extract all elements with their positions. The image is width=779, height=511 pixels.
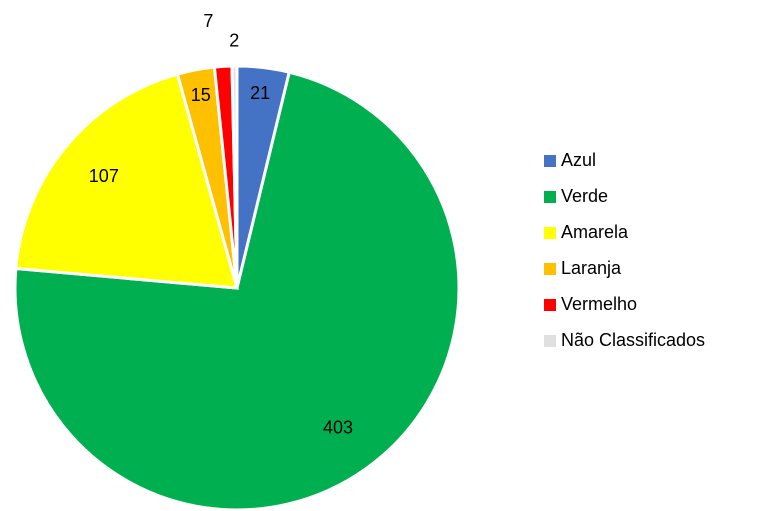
legend-label: Não Classificados <box>561 330 705 350</box>
legend-label: Verde <box>561 186 608 206</box>
data-label: 107 <box>89 166 119 186</box>
legend-swatch <box>544 299 556 311</box>
legend-swatch <box>544 335 556 347</box>
pie-slice <box>14 72 240 290</box>
legend-label: Azul <box>561 150 596 170</box>
pie-slice <box>230 64 239 289</box>
legend-swatch <box>544 263 556 275</box>
legend-swatch <box>544 155 556 167</box>
legend-swatch <box>544 191 556 203</box>
data-label: 15 <box>191 85 211 105</box>
data-label: 2 <box>229 30 239 50</box>
pie-slice <box>13 70 461 511</box>
data-label: 7 <box>203 11 213 31</box>
legend-swatch <box>544 227 556 239</box>
data-label: 21 <box>250 83 270 103</box>
legend-label: Laranja <box>561 258 622 278</box>
data-label: 403 <box>323 417 353 437</box>
legend-label: Amarela <box>561 222 629 242</box>
legend-label: Vermelho <box>561 294 637 314</box>
